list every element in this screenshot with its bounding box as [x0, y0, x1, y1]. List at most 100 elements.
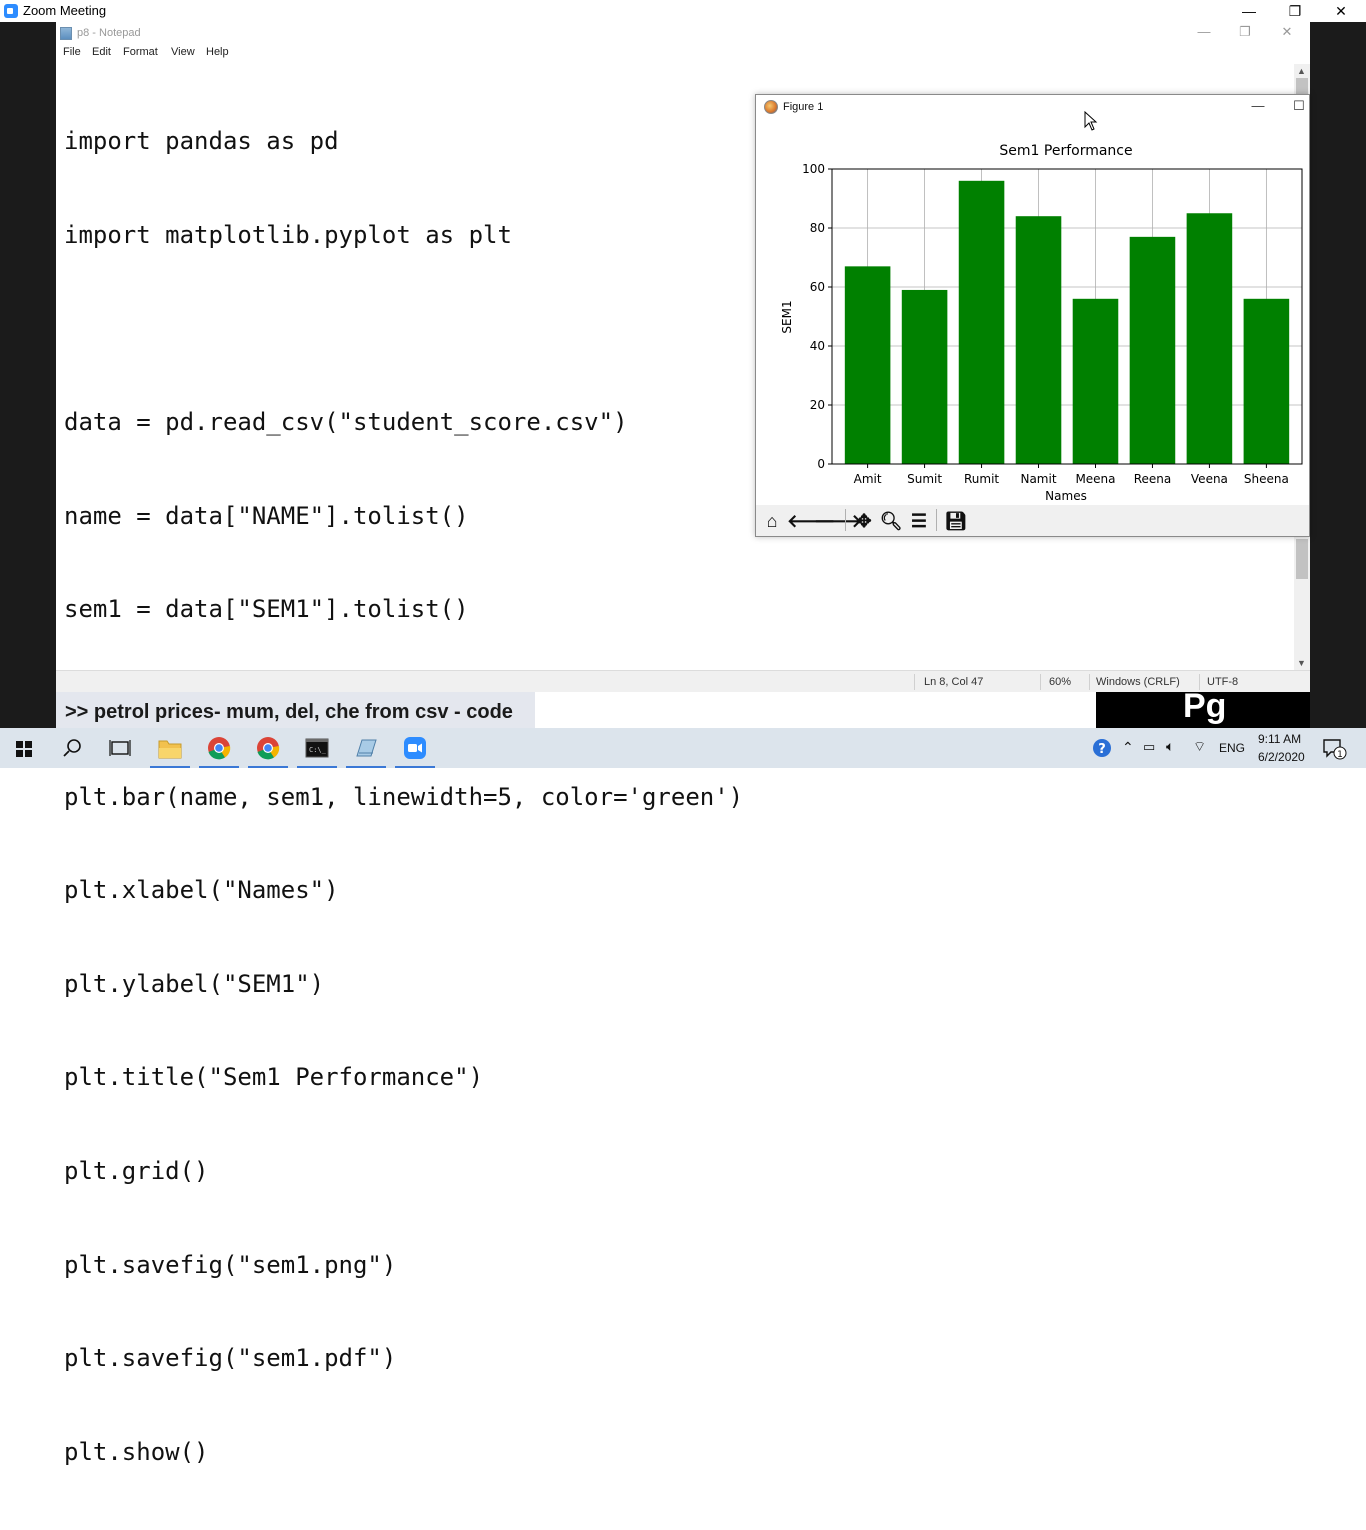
figure-maximize-button[interactable]: ☐: [1293, 98, 1305, 113]
windows-logo-icon: [16, 741, 32, 757]
bar-sheena: [1243, 298, 1290, 464]
code-line: plt.grid(): [64, 1156, 209, 1185]
code-line: plt.savefig("sem1.png"): [64, 1250, 397, 1279]
file-explorer-button[interactable]: [146, 728, 194, 768]
home-icon[interactable]: ⌂: [766, 511, 778, 531]
search-button[interactable]: [48, 728, 96, 768]
code-line: plt.show(): [64, 1437, 209, 1466]
status-separator: [1199, 674, 1200, 690]
clock-date[interactable]: 6/2/2020: [1258, 750, 1305, 764]
speaker-icon[interactable]: 🔈︎: [1166, 738, 1175, 754]
zoom-minimize-button[interactable]: —: [1242, 3, 1256, 19]
forward-arrow-icon[interactable]: 🡒: [814, 511, 863, 531]
chrome-button-2[interactable]: [244, 728, 292, 768]
x-axis-label: Names: [1045, 489, 1087, 503]
notepad-status-bar: Ln 8, Col 47 60% Windows (CRLF) UTF-8: [56, 670, 1310, 692]
y-tick-label: 100: [802, 162, 825, 176]
lesson-caption: >> petrol prices- mum, del, che from csv…: [56, 692, 535, 728]
notepad-maximize-button[interactable]: ❐: [1239, 24, 1251, 39]
search-icon: [63, 739, 81, 757]
task-view-button[interactable]: [96, 728, 144, 768]
zoom-restore-button[interactable]: ❐: [1288, 3, 1302, 19]
menu-format[interactable]: Format: [123, 46, 158, 58]
clock-time[interactable]: 9:11 AM: [1258, 732, 1302, 746]
status-cursor-position: Ln 8, Col 47: [924, 676, 984, 688]
menu-help[interactable]: Help: [206, 46, 229, 58]
zoom-left-frame: [0, 22, 56, 728]
toolbar-separator: [936, 509, 937, 531]
menu-file[interactable]: File: [63, 46, 81, 58]
help-icon[interactable]: ?: [1092, 738, 1112, 758]
battery-icon[interactable]: ▭: [1143, 739, 1156, 754]
bar-sumit: [901, 289, 948, 464]
zoom-title-bar: Zoom Meeting — ❐ ✕: [0, 0, 1366, 22]
zoom-right-frame: [1310, 22, 1366, 728]
start-button[interactable]: [0, 728, 48, 768]
y-axis-label: SEM1: [780, 300, 794, 333]
x-tick-label: Sheena: [1244, 472, 1289, 486]
terminal-button[interactable]: C:\_: [293, 728, 341, 768]
wifi-icon[interactable]: ⌔: [1193, 738, 1207, 754]
x-axis-ticks: Amit Sumit Rumit Namit Meena Reena Veena Sheena: [854, 464, 1289, 486]
pan-move-icon[interactable]: ✥: [856, 511, 872, 531]
status-line-ending: Windows (CRLF): [1096, 676, 1180, 688]
status-encoding: UTF-8: [1207, 676, 1239, 688]
y-axis-ticks: 0 20 40 60 80 100: [802, 162, 832, 471]
bar-namit: [1015, 216, 1062, 464]
chrome-icon: [257, 737, 280, 760]
status-separator: [1089, 674, 1090, 690]
bar-meena: [1072, 298, 1119, 464]
zoom-icon: [404, 737, 426, 759]
scroll-thumb[interactable]: [1296, 539, 1308, 579]
menu-edit[interactable]: Edit: [92, 46, 111, 58]
zoom-camera-icon: [4, 4, 18, 18]
configure-subplots-icon[interactable]: ☰: [910, 511, 928, 531]
x-tick-label: Reena: [1134, 472, 1172, 486]
code-line: plt.savefig("sem1.pdf"): [64, 1344, 397, 1373]
figure-title: Figure 1: [783, 101, 824, 113]
language-indicator[interactable]: ENG: [1219, 741, 1246, 755]
zoom-close-button[interactable]: ✕: [1335, 3, 1347, 19]
zoom-magnifier-icon[interactable]: 🔍︎: [879, 511, 903, 531]
svg-text:?: ?: [1098, 742, 1106, 757]
caption-spacer: [535, 692, 1096, 728]
status-separator: [914, 674, 915, 690]
notepad-minimize-button[interactable]: —: [1197, 24, 1211, 39]
notepad-close-button[interactable]: ✕: [1281, 24, 1293, 39]
save-icon[interactable]: 💾︎: [944, 511, 968, 531]
figure-plot-area: Sem1 Performance Names SEM1 0 20 40 60 80 100…: [756, 121, 1309, 505]
zoom-taskbar-button[interactable]: [391, 728, 439, 768]
code-line: plt.title("Sem1 Performance"): [64, 1063, 484, 1092]
notepad-title: p8 - Notepad: [77, 27, 141, 39]
presenter-tag: Pg: [1096, 687, 1310, 728]
tray-chevron-up-icon[interactable]: ⌃: [1122, 739, 1134, 755]
folder-icon: [158, 740, 182, 759]
chrome-button[interactable]: [195, 728, 243, 768]
notepad-taskbar-button[interactable]: [342, 728, 390, 768]
terminal-icon: C:\_: [305, 738, 329, 758]
scroll-thumb[interactable]: [1296, 78, 1308, 96]
presenter-tag-text: Pg: [1183, 687, 1227, 725]
task-view-icon: [109, 740, 131, 756]
code-line: import pandas as pd: [64, 127, 339, 156]
code-line: plt.bar(name, sem1, linewidth=5, color='…: [64, 782, 744, 811]
figure-minimize-button[interactable]: —: [1251, 98, 1265, 113]
back-arrow-icon[interactable]: 🡐: [787, 511, 836, 531]
menu-view[interactable]: View: [171, 46, 195, 58]
figure-toolbar: ⌂ 🡐 🡒 ✥ 🔍︎ ☰ 💾︎: [756, 505, 1309, 536]
x-tick-label: Veena: [1191, 472, 1228, 486]
windows-taskbar: C:\_ ? ⌃ ▭ 🔈︎ ⌔ ENG 9:11 AM 6/2/2020 1: [0, 728, 1366, 768]
matplotlib-icon: [764, 100, 778, 114]
x-tick-label: Rumit: [964, 472, 999, 486]
y-tick-label: 0: [817, 457, 825, 471]
scroll-down-icon[interactable]: ▼: [1297, 658, 1306, 668]
x-tick-label: Sumit: [907, 472, 942, 486]
caption-text: >> petrol prices- mum, del, che from csv…: [65, 701, 513, 723]
axes-frame: [831, 168, 1303, 465]
notification-icon[interactable]: 1: [1322, 738, 1348, 760]
figure-window: Figure 1 — ☐ Sem1 Performance Names SEM1…: [755, 94, 1310, 537]
status-zoom: 60%: [1049, 676, 1072, 688]
code-line: data = pd.read_csv("student_score.csv"): [64, 408, 628, 437]
code-line: plt.ylabel("SEM1"): [64, 969, 325, 998]
scroll-up-icon[interactable]: ▲: [1297, 66, 1306, 76]
